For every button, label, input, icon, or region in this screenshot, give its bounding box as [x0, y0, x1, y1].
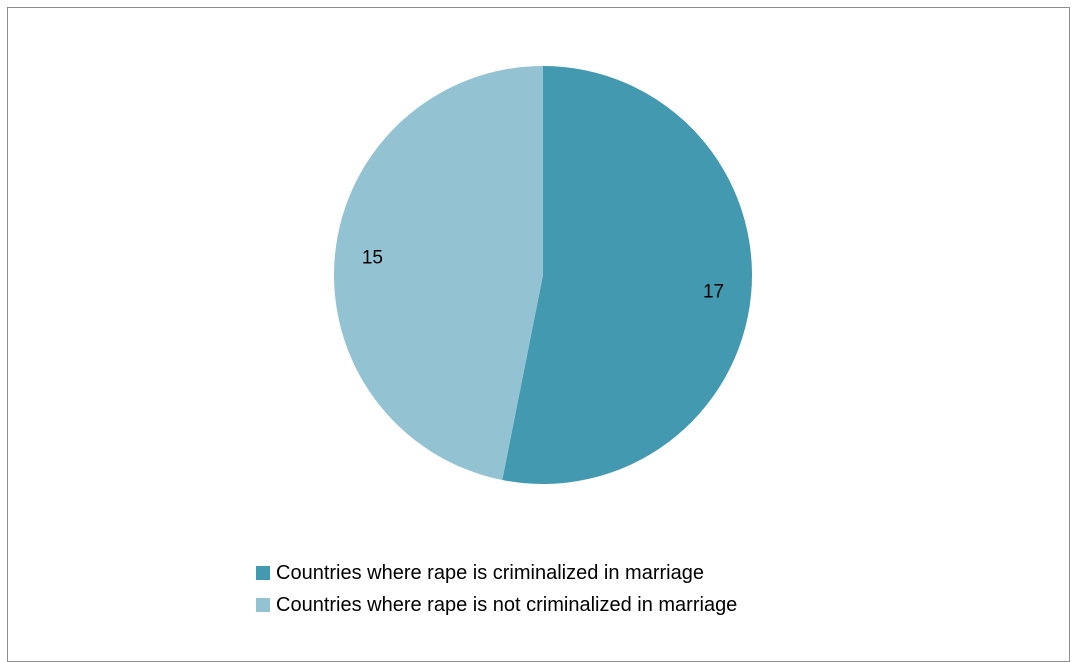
legend-item-criminalized: Countries where rape is criminalized in … [256, 558, 737, 588]
legend-swatch-not-criminalized [256, 598, 270, 612]
data-label-not-criminalized: 15 [362, 248, 383, 269]
pie-slices [334, 66, 753, 485]
data-label-criminalized: 17 [703, 281, 724, 302]
legend-swatch-criminalized [256, 566, 270, 580]
legend-label-not-criminalized: Countries where rape is not criminalized… [276, 593, 738, 616]
pie-slice-not-criminalized [334, 66, 543, 480]
legend: Countries where rape is criminalized in … [256, 558, 737, 622]
legend-label-criminalized: Countries where rape is criminalized in … [276, 561, 704, 584]
legend-item-not-criminalized: Countries where rape is not criminalized… [256, 590, 737, 620]
pie-slice-criminalized [502, 66, 753, 485]
